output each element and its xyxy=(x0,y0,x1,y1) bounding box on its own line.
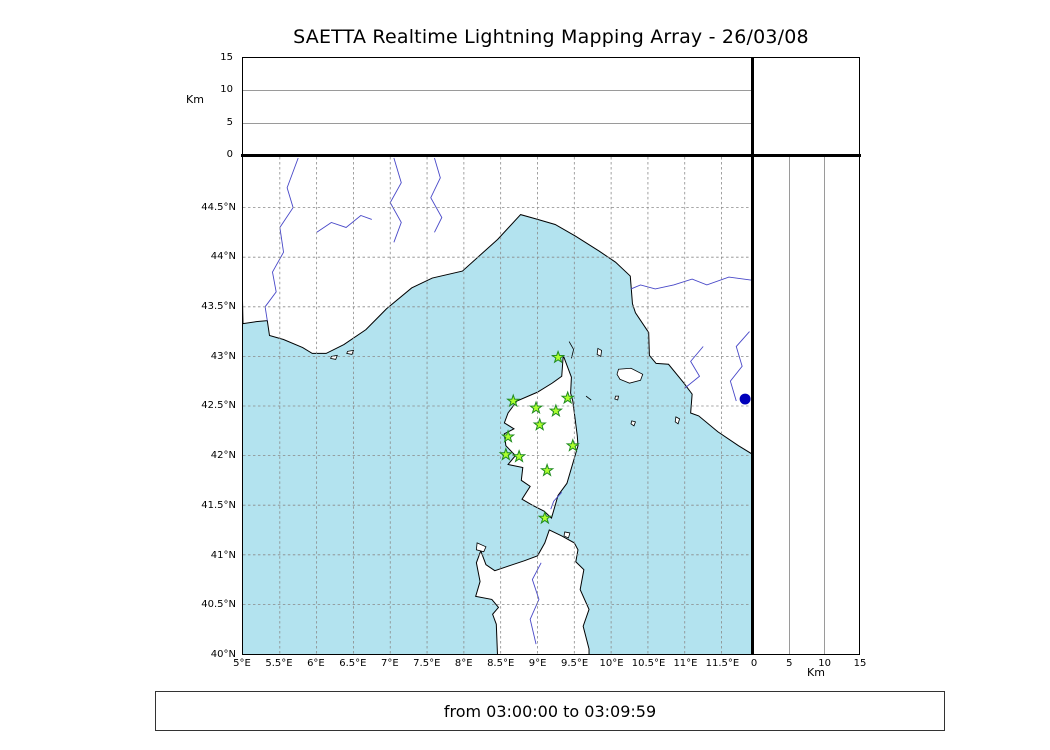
lat-tick-label: 42°N xyxy=(210,450,236,462)
grid-line xyxy=(824,157,825,654)
lon-tick-label: 9°E xyxy=(528,658,547,669)
map-right-axis-line xyxy=(751,57,754,655)
altitude-vs-latitude-panel xyxy=(754,157,860,655)
river xyxy=(630,276,751,290)
lat-tick-label: 41.5°N xyxy=(201,499,236,511)
island xyxy=(614,395,620,401)
lon-tick-label: 10°E xyxy=(599,658,624,669)
time-range-box: from 03:00:00 to 03:09:59 xyxy=(155,691,945,731)
lon-tick-label: 11.5°E xyxy=(705,658,740,669)
island xyxy=(475,542,487,553)
station-marker xyxy=(565,438,580,452)
lon-tick-label: 8.5°E xyxy=(487,658,515,669)
lat-tick-label: 40.5°N xyxy=(201,599,236,611)
island xyxy=(616,367,644,384)
station-marker xyxy=(550,349,566,364)
station-marker xyxy=(506,393,521,408)
km-tick-label: 0 xyxy=(750,658,758,669)
coast-detail xyxy=(568,341,575,359)
station-marker xyxy=(528,400,544,414)
coastline-corsica xyxy=(503,355,579,519)
altitude-tick-label: 5 xyxy=(226,116,233,128)
island xyxy=(330,354,338,360)
altitude-tick-label: 15 xyxy=(220,52,233,63)
km-tick-label: 10 xyxy=(818,658,832,669)
lat-tick-label: 40°N xyxy=(210,649,236,660)
lon-tick-label: 9.5°E xyxy=(560,658,589,669)
station-marker xyxy=(548,403,563,417)
coastline-sardinia xyxy=(475,529,590,654)
coast-detail xyxy=(585,395,592,401)
figure-title: SAETTA Realtime Lightning Mapping Array … xyxy=(293,26,809,48)
lon-tick-label: 8°E xyxy=(454,658,473,669)
km-tick-label: 5 xyxy=(786,658,793,669)
time-range-text: from 03:00:00 to 03:09:59 xyxy=(443,701,657,721)
river xyxy=(529,562,542,645)
map-panel xyxy=(242,157,751,655)
lat-tick-label: 44.5°N xyxy=(201,201,236,213)
map-canvas xyxy=(243,157,751,654)
lon-tick-label: 5.5°E xyxy=(265,658,293,669)
lon-tick-label: 5°E xyxy=(233,658,251,669)
station-marker xyxy=(537,510,552,525)
lon-tick-label: 6.5°E xyxy=(339,658,367,669)
lat-tick-label: 44°N xyxy=(210,251,236,263)
lon-tick-label: 7.5°E xyxy=(413,658,441,669)
island xyxy=(596,347,603,358)
island xyxy=(563,531,571,539)
station-marker xyxy=(532,417,547,431)
lat-tick-label: 43°N xyxy=(210,350,236,362)
coastline-mainland xyxy=(243,157,751,454)
river xyxy=(264,157,299,321)
river xyxy=(430,157,443,233)
station-marker xyxy=(560,390,575,405)
altitude-tick-label: 0 xyxy=(226,149,233,160)
river xyxy=(684,346,704,389)
altitude-axis-label: Km xyxy=(186,93,204,106)
island xyxy=(346,349,355,355)
lat-tick-label: 43.5°N xyxy=(201,301,236,313)
river xyxy=(316,214,372,233)
river xyxy=(550,492,563,510)
lat-tick-label: 42.5°N xyxy=(201,400,236,412)
lon-tick-label: 7°E xyxy=(380,658,399,669)
station-marker xyxy=(539,462,555,477)
river xyxy=(729,331,750,402)
island xyxy=(630,420,636,427)
island xyxy=(674,416,681,425)
station-marker xyxy=(498,447,514,461)
grid-line xyxy=(243,90,751,91)
lon-tick-label: 11°E xyxy=(673,658,698,669)
grid-line xyxy=(243,123,751,124)
altitude-histogram-panel xyxy=(754,57,860,154)
right-km-axis-label: Km xyxy=(807,666,825,679)
zero-km-axis-line xyxy=(241,154,861,157)
lon-tick-label: 10.5°E xyxy=(631,658,666,669)
lat-tick-label: 41°N xyxy=(210,549,236,561)
altitude-tick-label: 10 xyxy=(220,84,233,96)
altitude-vs-longitude-panel xyxy=(242,57,751,154)
lon-tick-label: 6°E xyxy=(307,658,325,669)
station-marker xyxy=(512,449,527,463)
station-marker xyxy=(500,429,516,443)
lightning-source-dot xyxy=(739,393,751,405)
km-tick-label: 15 xyxy=(853,658,867,669)
grid-line xyxy=(789,157,790,654)
